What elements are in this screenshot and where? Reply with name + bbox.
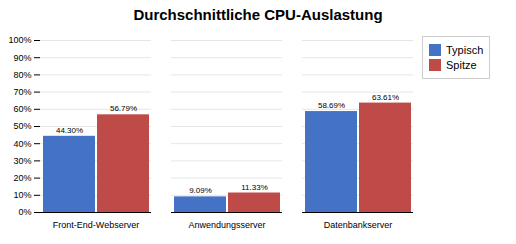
svg-text:70%: 70% (13, 87, 31, 97)
svg-text:Anwendungsserver: Anwendungsserver (188, 220, 265, 230)
html-text:Typisch: Typisch (446, 44, 484, 56)
svg-text:0%: 0% (18, 207, 31, 217)
svg-text:90%: 90% (13, 53, 31, 63)
svg-text:100%: 100% (8, 35, 31, 45)
svg-text:20%: 20% (13, 173, 31, 183)
svg-text:Datenbankserver: Datenbankserver (324, 220, 393, 230)
svg-text:50%: 50% (13, 121, 31, 131)
svg-text:44.30%: 44.30% (56, 126, 83, 135)
svg-text:63.61%: 63.61% (372, 93, 399, 102)
svg-text:80%: 80% (13, 70, 31, 80)
html-text:Durchschnittliche CPU-Auslastu: Durchschnittliche CPU-Auslastung (133, 6, 383, 23)
svg-text:56.79%: 56.79% (110, 104, 137, 113)
svg-text:30%: 30% (13, 156, 31, 166)
svg-text:60%: 60% (13, 104, 31, 114)
svg-text:40%: 40% (13, 139, 31, 149)
svg-text:58.69%: 58.69% (318, 101, 345, 110)
svg-text:Front-End-Webserver: Front-End-Webserver (53, 220, 139, 230)
svg-text:9.09%: 9.09% (189, 186, 212, 195)
html-text:Spitze: Spitze (446, 59, 477, 71)
svg-text:11.33%: 11.33% (241, 183, 268, 192)
svg-text:10%: 10% (13, 190, 31, 200)
